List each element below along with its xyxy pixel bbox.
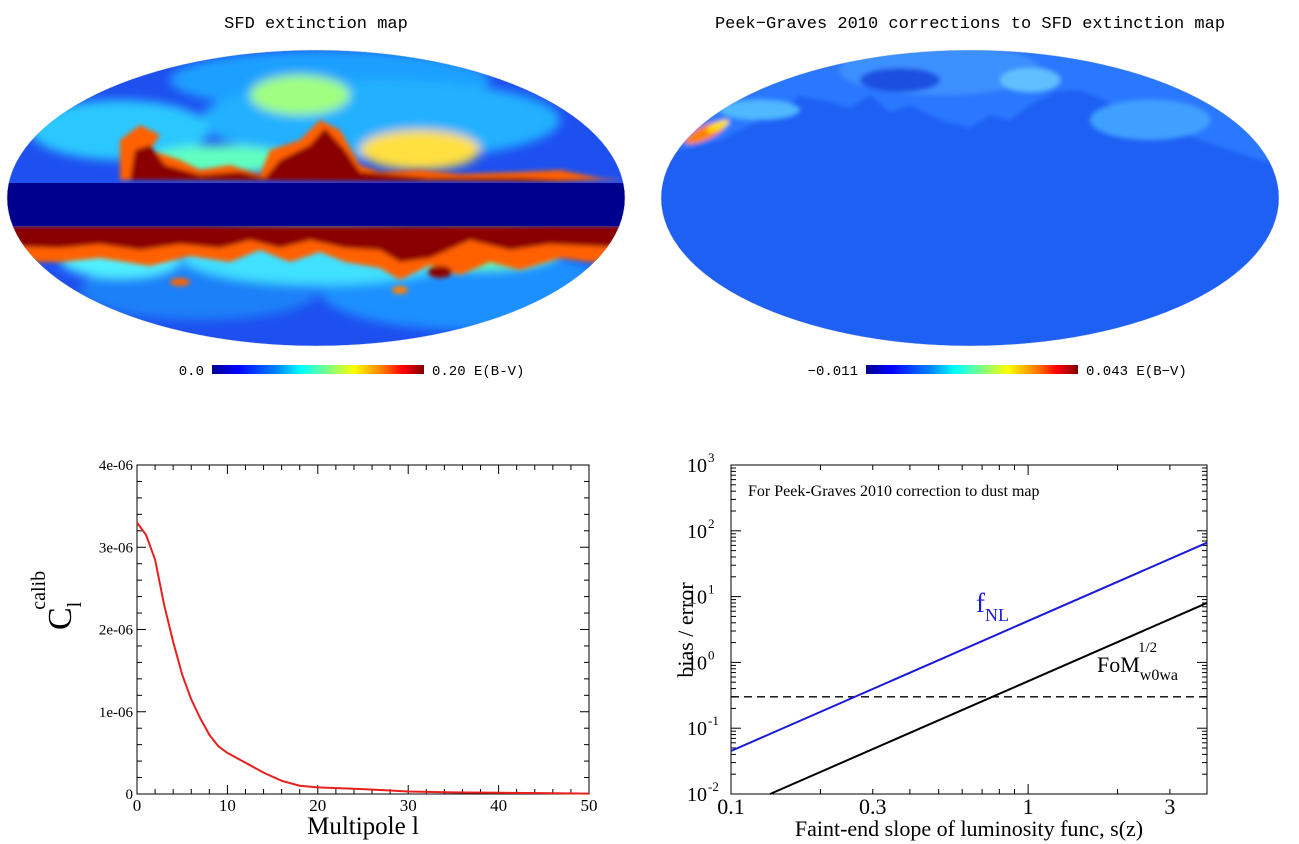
sfd-mollweide-map xyxy=(7,50,625,346)
cl-plot-frame xyxy=(136,464,590,795)
cl-y-tick-label: 2e-06 xyxy=(99,623,134,639)
be-x-tick-label: 1 xyxy=(1023,794,1034,819)
cl-x-axis-label: Multipole l xyxy=(307,813,419,840)
cl-calib-chart: 0 10 20 30 40 50 0 1e-06 2e-06 3e-06 4e-06 Multipo… xyxy=(28,458,598,840)
be-plot-frame xyxy=(730,464,1208,795)
pg-title: Peek−Graves 2010 corrections to SFD exti… xyxy=(715,15,1225,34)
fom-series-label: FoMw0wa1/2 xyxy=(1097,640,1178,684)
cl-y-tick-label: 3e-06 xyxy=(99,540,134,556)
be-y-tick-label: 10 xyxy=(687,718,707,740)
cl-x-tick-label: 30 xyxy=(400,796,417,815)
be-y-tick-exponent: 2 xyxy=(708,516,715,531)
pg-colorbar-min: −0.011 xyxy=(808,364,858,380)
cl-x-tick-label: 20 xyxy=(309,796,326,815)
pg-mollweide-map xyxy=(661,50,1279,346)
be-y-tick-label: 10 xyxy=(687,587,707,609)
be-y-tick-exponent: 3 xyxy=(708,450,715,465)
be-y-tick-exponent: -1 xyxy=(708,713,719,728)
be-y-tick-label: 10 xyxy=(687,521,707,543)
be-annotation: For Peek-Graves 2010 correction to dust … xyxy=(748,483,1039,500)
cl-x-tick-label: 40 xyxy=(490,796,507,815)
pg-colorbar-max: 0.043 E(B−V) xyxy=(1086,364,1187,380)
pg-colorbar xyxy=(866,365,1078,374)
cl-y-tick-label: 0 xyxy=(126,787,134,803)
sfd-colorbar xyxy=(212,365,424,374)
be-y-tick-label: 10 xyxy=(687,784,707,806)
be-y-axis-label: bias / error xyxy=(673,582,698,678)
cl-y-axis-label: Clcalib xyxy=(28,571,86,630)
fnl-line xyxy=(730,541,1208,752)
sfd-title: SFD extinction map xyxy=(224,15,408,34)
cl-x-tick-label: 10 xyxy=(219,796,236,815)
cl-x-tick-label: 50 xyxy=(581,796,598,815)
be-y-tick-exponent: 0 xyxy=(708,647,715,662)
be-y-tick-exponent: -2 xyxy=(708,779,719,794)
be-x-tick-label: 0.1 xyxy=(717,794,745,819)
be-y-tick-label: 10 xyxy=(687,652,707,674)
fom-line xyxy=(769,602,1208,795)
cl-x-tick-label: 0 xyxy=(133,796,142,815)
cl-y-tick-label: 1e-06 xyxy=(99,705,134,721)
sfd-colorbar-max: 0.20 E(B-V) xyxy=(432,364,524,380)
be-x-axis-label: Faint-end slope of luminosity func, s(z) xyxy=(795,816,1143,841)
sfd-colorbar-min: 0.0 xyxy=(179,364,204,380)
be-x-tick-label: 3 xyxy=(1164,794,1175,819)
cl-y-tick-label: 4e-06 xyxy=(99,458,134,474)
cl-calib-line xyxy=(136,521,590,795)
fnl-series-label: fNL xyxy=(976,588,1009,625)
be-x-tick-label: 0.3 xyxy=(859,794,887,819)
be-y-tick-exponent: 1 xyxy=(708,582,715,597)
svg-text:Clcalib: Clcalib xyxy=(28,571,86,630)
be-y-tick-label: 10 xyxy=(687,455,707,477)
